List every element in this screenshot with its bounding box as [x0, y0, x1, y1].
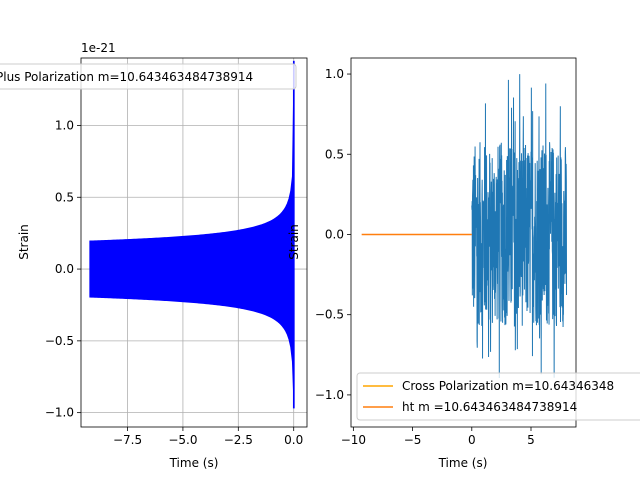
right-xtick-label: −10: [341, 433, 366, 447]
noise-line: [471, 74, 568, 379]
left-frame: [80, 57, 308, 428]
left-xtick-label: −2.5: [224, 433, 253, 447]
right-xtick-label: −5: [404, 433, 422, 447]
right-ytick-label: −0.5: [315, 308, 344, 322]
right-legend: Cross Polarization m=10.64346348 ht m =1…: [356, 372, 640, 421]
left-ytick-label: −1.0: [45, 406, 74, 420]
right-ytick-label: −1.0: [315, 388, 344, 402]
right-frame: [350, 57, 577, 428]
right-xtick-label: 5: [527, 433, 535, 447]
right-ytick-label: 0.5: [325, 147, 344, 161]
left-ytick-label: 1.0: [55, 118, 74, 132]
right-legend-box: [356, 372, 640, 421]
left-xtick-label: −5.0: [168, 433, 197, 447]
left-legend-box: [0, 63, 297, 90]
right-subplot: −10 −5 0 5 −1.0 −0.5 0.0 0.5 1.0 Time (s) Strai…: [287, 57, 640, 470]
right-xticks: −10 −5 0 5: [341, 427, 535, 447]
left-xlabel: Time (s): [169, 456, 219, 470]
left-xticks: −7.5 −5.0 −2.5 0.0: [113, 427, 303, 447]
left-legend: Plus Polarization m=10.643463484738914: [0, 63, 297, 90]
right-ylabel: Strain: [287, 224, 301, 260]
right-legend-label-ht: ht m =10.643463484738914: [402, 400, 577, 414]
right-data: [361, 74, 568, 379]
left-yticks: −1.0 −0.5 0.0 0.5 1.0: [45, 118, 81, 420]
right-legend-label-cross: Cross Polarization m=10.64346348: [402, 379, 614, 393]
right-ytick-label: 1.0: [325, 67, 344, 81]
left-series-group: [89, 60, 295, 409]
right-yticks: −1.0 −0.5 0.0 0.5 1.0: [315, 67, 351, 402]
left-legend-label: Plus Polarization m=10.643463484738914: [0, 70, 253, 84]
left-ytick-label: −0.5: [45, 334, 74, 348]
right-ytick-label: 0.0: [325, 227, 344, 241]
left-offset-text: 1e-21: [81, 41, 116, 55]
right-xtick-label: 0: [468, 433, 476, 447]
right-xlabel: Time (s): [438, 456, 488, 470]
left-subplot: −7.5 −5.0 −2.5 0.0 −1.0−0.50.00.51.0 1e-21 …: [0, 41, 308, 470]
left-ytick-label: 0.5: [55, 190, 74, 204]
left-xtick-label: −7.5: [113, 433, 142, 447]
left-ytick-label: 0.0: [55, 262, 74, 276]
left-xtick-label: 0.0: [284, 433, 303, 447]
left-data: [89, 60, 295, 409]
left-ylabel: Strain: [17, 224, 31, 260]
